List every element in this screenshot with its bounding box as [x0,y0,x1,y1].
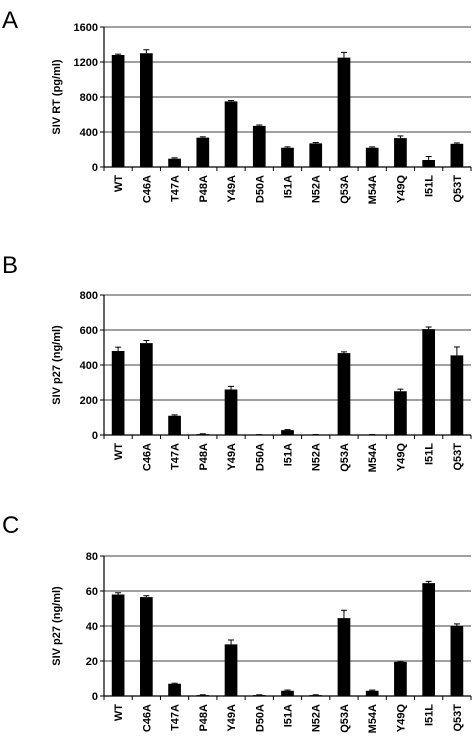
category-label-wt: WT [113,443,125,460]
category-label-q53t: Q53T [452,704,464,732]
category-label-p48a: P48A [198,443,210,471]
category-label-y49a: Y49A [226,443,238,471]
chart-panel-a: A 0 400 800 1200 1600 SIV RT (pg/ml) WT C46A T47A… [2,7,472,204]
category-label-wt: WT [113,704,125,721]
y-tick-label: 400 [80,360,98,372]
category-label-i51a: I51A [283,704,295,727]
bar-wt [111,55,125,167]
bar-p48a [196,137,210,167]
y-tick-label: 80 [86,551,98,563]
y-tick-label: 0 [92,430,98,442]
bar-t47a [168,683,181,696]
category-label-p48a: P48A [198,704,210,732]
bar-y49a [224,101,238,167]
category-label-c46a: C46A [141,443,153,471]
y-tick-label: 800 [80,290,98,302]
category-label-d50a: D50A [254,704,266,732]
category-label-c46a: C46A [141,704,153,732]
panel-label: A [2,7,18,34]
y-tick-label: 1200 [74,57,98,69]
category-label-m54a: M54A [367,443,379,472]
y-axis-label: SIV p27 (ng/ml) [51,586,63,666]
category-label-n52a: N52A [311,175,323,203]
category-label-p48a: P48A [198,175,210,203]
category-label-q53t: Q53T [452,443,464,471]
bar-i51a [281,690,294,696]
category-label-q53t: Q53T [452,175,464,203]
y-axis-label: SIV RT (pg/ml) [51,59,63,135]
y-tick-label: 40 [86,621,98,633]
bar-n52a [309,143,323,167]
bar-c46a [139,597,153,696]
category-label-q53a: Q53A [339,704,351,733]
bar-c46a [139,53,153,167]
category-label-t47a: T47A [170,443,182,470]
y-tick-label: 0 [92,162,98,174]
y-tick-label: 800 [80,92,98,104]
category-label-n52a: N52A [311,704,323,732]
category-label-y49q: Y49Q [395,704,407,733]
bar-q53t [450,143,464,167]
bar-q53t [450,355,464,435]
category-label-y49q: Y49Q [395,175,407,204]
category-label-m54a: M54A [367,175,379,204]
bar-q53t [450,626,464,696]
category-label-t47a: T47A [170,175,182,202]
category-label-d50a: D50A [254,443,266,471]
bar-q53a [337,618,351,696]
bar-wt [111,594,125,696]
category-label-c46a: C46A [141,175,153,203]
bar-i51l [422,160,436,167]
bar-q53a [337,353,351,435]
chart-panel-b: B 0 200 400 600 800 SIV p27 (ng/ml) WT C46A T47A P… [2,252,472,472]
y-tick-label: 60 [86,586,98,598]
y-tick-label: 400 [80,127,98,139]
category-label-y49q: Y49Q [395,443,407,472]
category-label-wt: WT [113,175,125,192]
bar-t47a [168,415,181,435]
category-label-i51l: I51L [424,175,436,197]
category-label-i51l: I51L [424,704,436,726]
y-tick-label: 600 [80,325,98,337]
bar-i51l [422,583,436,696]
bar-d50a [252,125,266,167]
panel-label: B [2,252,18,279]
bar-y49a [224,389,238,435]
bar-q53a [337,57,351,167]
bar-c46a [139,343,153,435]
category-label-m54a: M54A [367,704,379,733]
y-tick-label: 20 [86,656,98,668]
category-label-i51a: I51A [283,175,295,198]
bar-m54a [365,690,379,696]
bar-i51a [281,430,294,435]
category-label-q53a: Q53A [339,443,351,472]
bar-y49q [394,661,407,696]
bar-i51l [422,329,436,435]
bar-y49q [394,391,407,435]
bar-wt [111,351,125,435]
category-label-q53a: Q53A [339,175,351,204]
category-label-n52a: N52A [311,443,323,471]
bar-i51a [281,147,294,167]
category-label-y49a: Y49A [226,704,238,732]
y-tick-label: 0 [92,691,98,703]
category-label-i51l: I51L [424,443,436,465]
category-label-t47a: T47A [170,704,182,731]
y-tick-label: 200 [80,395,98,407]
y-tick-label: 1600 [74,22,98,34]
bar-y49a [224,644,238,696]
chart-panel-c: C 0 20 40 60 80 SIV p27 (ng/ml) WT C46A T47A P48A Y… [2,512,472,733]
category-label-d50a: D50A [254,175,266,203]
y-axis-label: SIV p27 (ng/ml) [51,325,63,405]
category-label-i51a: I51A [283,443,295,466]
panel-label: C [2,512,19,539]
bar-y49q [394,138,407,167]
bar-t47a [168,158,181,167]
category-label-y49a: Y49A [226,175,238,203]
bar-m54a [365,147,379,167]
